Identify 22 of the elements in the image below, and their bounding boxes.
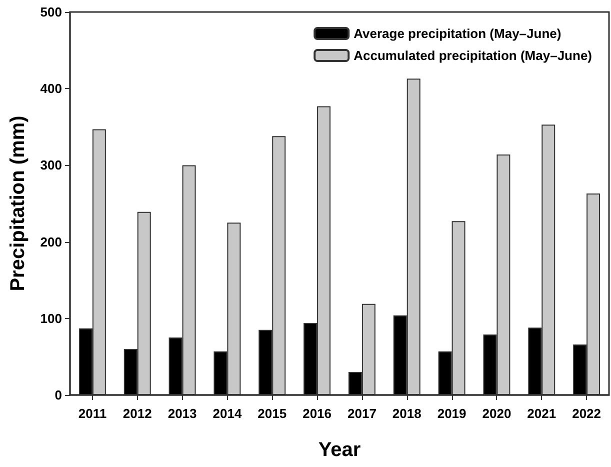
legend-label: Average precipitation (May–June) [354, 26, 562, 41]
y-tick-label: 500 [40, 4, 62, 20]
x-tick-label: 2018 [392, 406, 422, 421]
x-tick-label: 2012 [122, 406, 152, 421]
x-tick-label: 2015 [258, 406, 287, 421]
y-axis-title: Precipitation (mm) [7, 116, 29, 292]
x-tick-label: 2020 [482, 406, 512, 421]
y-tick-label: 100 [40, 310, 62, 326]
y-tick-label: 300 [40, 158, 62, 173]
legend-label: Accumulated precipitation (May–June) [354, 48, 592, 63]
y-tick-label: 0 [54, 388, 62, 402]
x-axis-title: Year [318, 439, 361, 461]
x-tick-label: 2013 [168, 406, 197, 421]
x-tick-label: 2022 [572, 406, 602, 421]
y-tick-label: 400 [40, 81, 62, 96]
x-tick-label: 2014 [212, 406, 242, 421]
x-tick-label: 2017 [347, 406, 376, 421]
y-tick-label: 200 [40, 234, 62, 250]
x-tick-label: 2019 [437, 406, 466, 421]
x-tick-label: 2021 [527, 406, 556, 421]
x-tick-label: 2016 [302, 406, 332, 421]
x-tick-label: 2011 [78, 406, 107, 421]
